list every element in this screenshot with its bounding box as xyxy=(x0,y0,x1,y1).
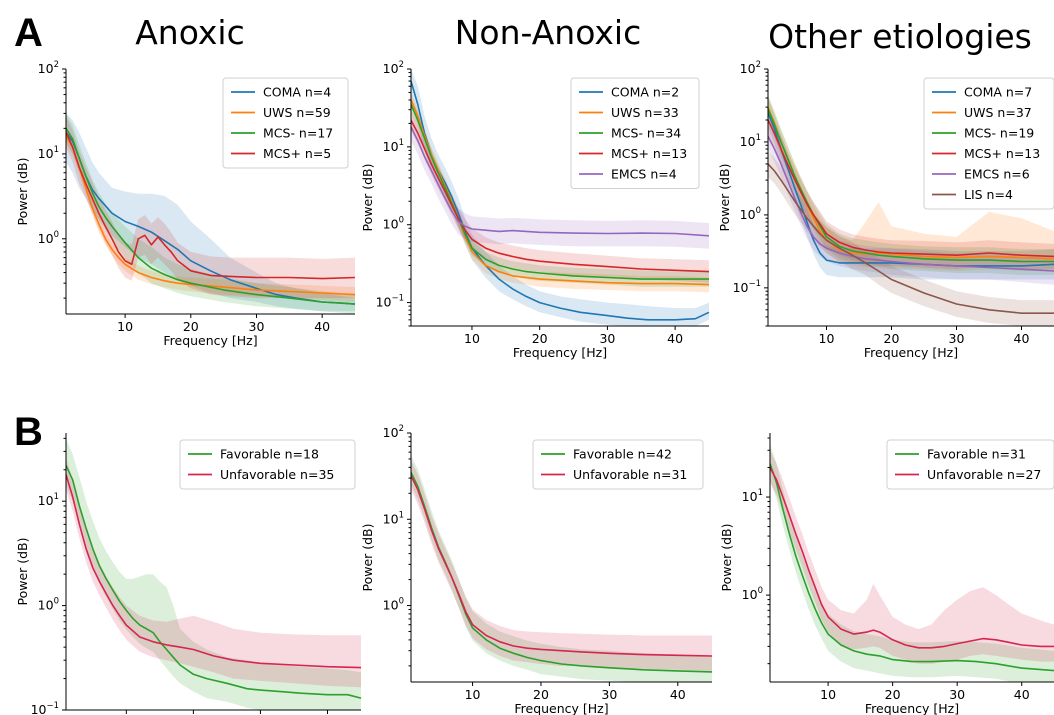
y-axis-label: Power (dB) xyxy=(360,163,375,231)
x-axis-label: Frequency [Hz] xyxy=(865,701,959,715)
legend-label: Favorable n=18 xyxy=(220,447,319,462)
legend-label: UWS n=33 xyxy=(611,105,679,120)
y-axis-label: Power (dB) xyxy=(719,523,734,591)
x-axis-label: Frequency [Hz] xyxy=(864,345,958,360)
chart-panels: 10 20 30 40 102 101 100 Frequency [Hz] Power (dB… xyxy=(15,60,1054,715)
legend-label: COMA n=7 xyxy=(964,85,1032,100)
chart-b3: 10 20 30 40 101 100 Frequency [Hz] Power (dB) Fa… xyxy=(719,433,1054,715)
y-tick-label: 101 xyxy=(742,488,763,504)
y-tick-label: 102 xyxy=(38,60,59,76)
x-tick-label: 40 xyxy=(1014,331,1030,346)
legend-label: UWS n=37 xyxy=(964,105,1032,120)
legend-label: EMCS n=6 xyxy=(964,167,1030,182)
y-axis-label: Power (dB) xyxy=(717,163,732,231)
x-tick-label: 40 xyxy=(667,331,683,346)
legend-label: UWS n=59 xyxy=(263,105,331,120)
band-unfavorable xyxy=(411,461,712,671)
x-axis-label: Frequency [Hz] xyxy=(163,333,257,348)
legend-label: COMA n=4 xyxy=(263,85,331,100)
y-tick-label: 100 xyxy=(38,230,59,246)
legend-label: MCS- n=17 xyxy=(263,126,333,141)
legend-label: Unfavorable n=35 xyxy=(220,467,334,482)
chart-a3: 10 20 30 40 102 101 100 10−1 Frequency [Hz] Power… xyxy=(717,60,1054,360)
y-axis-label: Power (dB) xyxy=(15,157,30,225)
x-tick-label: 20 xyxy=(884,331,900,346)
legend-label: MCS+ n=13 xyxy=(611,146,687,161)
column-title-non-anoxic: Non-Anoxic xyxy=(455,13,641,52)
column-title-other-etiologies: Other etiologies xyxy=(768,17,1032,56)
legend-label: LIS n=4 xyxy=(964,187,1013,202)
chart-a1: 10 20 30 40 102 101 100 Frequency [Hz] Power (dB… xyxy=(15,60,355,348)
y-tick-label: 101 xyxy=(383,138,404,154)
y-tick-label: 102 xyxy=(740,60,761,76)
legend-label: MCS- n=34 xyxy=(611,126,681,141)
y-tick-label: 101 xyxy=(38,145,59,161)
y-tick-label: 100 xyxy=(740,206,761,222)
x-tick-label: 20 xyxy=(183,319,199,334)
legend-label: MCS- n=19 xyxy=(964,126,1034,141)
x-tick-label: 40 xyxy=(314,319,330,334)
x-tick-label: 10 xyxy=(819,331,835,346)
y-tick-label: 10−1 xyxy=(376,294,404,310)
legend-label: MCS+ n=13 xyxy=(964,146,1040,161)
x-tick-label: 20 xyxy=(885,687,901,702)
y-tick-label: 101 xyxy=(740,133,761,149)
y-axis-label: Power (dB) xyxy=(360,523,375,591)
x-tick-label: 40 xyxy=(1014,687,1030,702)
plot-area xyxy=(411,455,712,685)
x-axis-label: Frequency [Hz] xyxy=(514,701,608,715)
x-tick-label: 30 xyxy=(599,331,615,346)
legend-label: MCS+ n=5 xyxy=(263,146,331,161)
x-tick-label: 10 xyxy=(465,687,481,702)
legend-label: Favorable n=42 xyxy=(573,447,672,462)
panel-letter-b: B xyxy=(14,410,43,454)
x-tick-label: 20 xyxy=(533,687,549,702)
x-tick-label: 30 xyxy=(601,687,617,702)
y-tick-label: 100 xyxy=(383,597,404,613)
legend: Favorable n=42 Unfavorable n=31 xyxy=(533,440,703,489)
x-tick-label: 30 xyxy=(949,687,965,702)
legend: COMA n=4 UWS n=59 MCS- n=17 MCS+ n=5 xyxy=(223,78,348,168)
x-tick-label: 30 xyxy=(949,331,965,346)
x-axis-label: Frequency [Hz] xyxy=(513,345,607,360)
y-tick-label: 100 xyxy=(742,586,763,602)
x-tick-label: 10 xyxy=(820,687,836,702)
legend: Favorable n=18 Unfavorable n=35 xyxy=(180,440,355,489)
y-tick-label: 10−1 xyxy=(733,279,761,295)
y-tick-label: 102 xyxy=(383,424,404,440)
x-tick-label: 40 xyxy=(670,687,686,702)
legend-label: Unfavorable n=31 xyxy=(573,467,687,482)
legend-label: Unfavorable n=27 xyxy=(927,467,1041,482)
y-tick-label: 10−1 xyxy=(31,701,59,715)
y-tick-label: 100 xyxy=(383,216,404,232)
legend-label: EMCS n=4 xyxy=(611,167,677,182)
x-tick-label: 10 xyxy=(117,319,133,334)
y-tick-label: 101 xyxy=(38,492,59,508)
legend: COMA n=2 UWS n=33 MCS- n=34 MCS+ n=13 EMCS n… xyxy=(571,78,699,189)
legend: Favorable n=31 Unfavorable n=27 xyxy=(887,440,1054,489)
x-tick-label: 10 xyxy=(464,331,480,346)
legend: COMA n=7 UWS n=37 MCS- n=19 MCS+ n=13 EMCS n… xyxy=(924,78,1054,209)
y-axis-label: Power (dB) xyxy=(15,537,30,605)
x-tick-label: 20 xyxy=(532,331,548,346)
y-tick-label: 102 xyxy=(383,60,404,76)
series-line-unfavorable xyxy=(411,476,712,656)
legend-label: COMA n=2 xyxy=(611,85,679,100)
chart-b2: 10 20 30 40 102 101 100 Frequency [Hz] Power (dB… xyxy=(360,424,712,715)
column-title-anoxic: Anoxic xyxy=(135,13,245,52)
x-tick-label: 30 xyxy=(249,319,265,334)
legend-label: Favorable n=31 xyxy=(927,447,1026,462)
y-tick-label: 100 xyxy=(38,597,59,613)
panel-letter-a: A xyxy=(14,11,43,55)
chart-a2: 10 20 30 40 102 101 100 10−1 Frequency [Hz] Power… xyxy=(360,60,709,360)
y-tick-label: 101 xyxy=(383,510,404,526)
